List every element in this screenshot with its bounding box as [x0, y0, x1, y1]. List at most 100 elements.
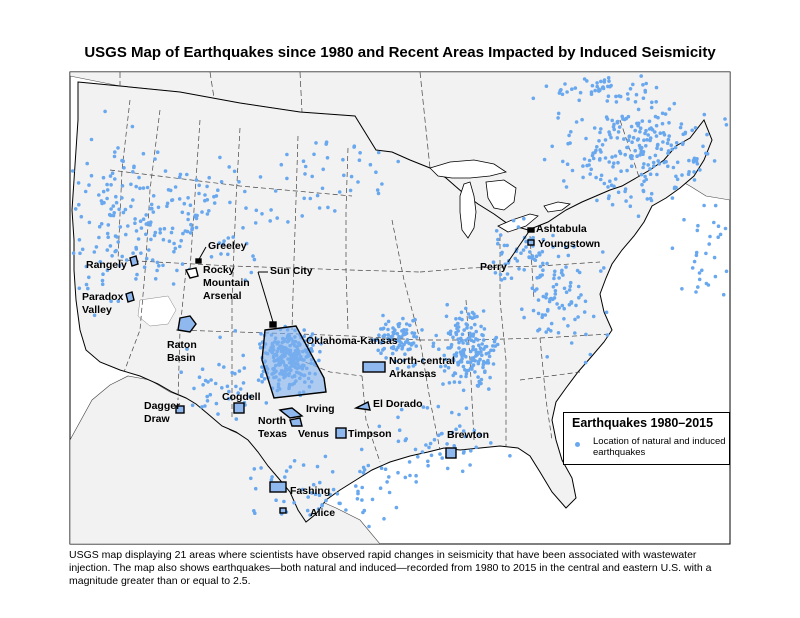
earthquake-point	[102, 200, 106, 205]
earthquake-point	[425, 406, 430, 410]
earthquake-point	[444, 314, 449, 319]
earthquake-point	[112, 154, 117, 159]
earthquake-point	[205, 399, 210, 403]
earthquake-point	[657, 162, 662, 166]
earthquake-point	[619, 169, 623, 173]
earthquake-point	[716, 224, 721, 228]
earthquake-point	[243, 278, 248, 283]
earthquake-point	[723, 226, 728, 231]
earthquake-point	[509, 276, 514, 281]
legend-entry: Location of natural and induced earthqua…	[593, 436, 726, 458]
earthquake-point	[87, 275, 91, 280]
earthquake-point	[367, 524, 371, 529]
earthquake-point	[587, 158, 592, 163]
earthquake-point	[173, 246, 178, 251]
earthquake-point	[629, 156, 634, 161]
earthquake-point	[150, 258, 155, 262]
earthquake-point	[101, 189, 106, 194]
map-caption: USGS map displaying 21 areas where scien…	[69, 549, 712, 587]
earthquake-point	[141, 151, 146, 156]
earthquake-point	[190, 403, 195, 408]
earthquake-point	[225, 384, 230, 389]
earthquake-point	[521, 248, 526, 252]
earthquake-point	[169, 230, 174, 235]
legend-title: Earthquakes 1980–2015	[572, 416, 714, 430]
earthquake-point	[626, 97, 630, 101]
earthquake-point	[420, 328, 424, 332]
earthquake-point	[473, 322, 477, 327]
earthquake-point	[89, 137, 94, 142]
earthquake-point	[452, 444, 457, 448]
earthquake-point	[77, 286, 82, 291]
earthquake-point	[616, 190, 621, 195]
earthquake-point	[623, 152, 627, 157]
earthquake-point	[694, 253, 699, 258]
earthquake-point	[256, 378, 261, 383]
earthquake-point	[397, 324, 401, 329]
earthquake-point	[424, 443, 428, 447]
earthquake-point	[605, 99, 610, 103]
earthquake-point	[73, 207, 78, 211]
earthquake-point	[665, 141, 670, 146]
earthquake-point	[268, 219, 273, 223]
earthquake-point	[553, 269, 557, 274]
earthquake-point	[461, 350, 466, 355]
earthquake-point	[464, 338, 468, 343]
earthquake-point	[466, 312, 471, 316]
lake-superior	[429, 159, 507, 179]
earthquake-point	[562, 179, 566, 183]
earthquake-point	[111, 204, 116, 208]
label-rocky-mountain: Rocky	[203, 264, 235, 276]
earthquake-point	[458, 424, 462, 428]
earthquake-point	[686, 172, 691, 176]
label-irving: Irving	[306, 403, 335, 415]
earthquake-point	[436, 433, 441, 438]
earthquake-point	[186, 212, 191, 216]
earthquake-point	[551, 233, 555, 238]
earthquake-point	[440, 431, 444, 436]
earthquake-point	[227, 165, 231, 169]
earthquake-point	[197, 183, 201, 188]
area-el-dorado	[353, 400, 371, 411]
earthquake-point	[537, 251, 541, 255]
earthquake-point	[258, 342, 262, 346]
earthquake-point	[413, 362, 417, 367]
earthquake-point	[617, 94, 621, 98]
earthquake-point	[135, 272, 139, 277]
earthquake-point	[598, 130, 602, 135]
earthquake-point	[576, 315, 580, 319]
label-rangely: Rangely	[86, 259, 127, 271]
label-paradox-2: Valley	[82, 304, 112, 316]
earthquake-point	[643, 131, 647, 136]
earthquake-point	[344, 508, 348, 512]
earthquake-point	[311, 482, 316, 487]
area-alice	[279, 507, 287, 514]
earthquake-point	[667, 121, 671, 125]
earthquake-point	[358, 469, 362, 474]
earthquake-point	[285, 176, 289, 181]
earthquake-point	[317, 493, 322, 498]
earthquake-point	[524, 239, 528, 244]
earthquake-point	[238, 387, 243, 391]
earthquake-point	[443, 364, 448, 368]
earthquake-point	[678, 125, 683, 130]
earthquake-point	[226, 252, 230, 257]
earthquake-point	[103, 109, 107, 114]
earthquake-point	[377, 424, 382, 429]
earthquake-point	[535, 287, 539, 291]
earthquake-point	[328, 492, 332, 497]
earthquake-point	[530, 256, 534, 261]
earthquake-point	[545, 309, 550, 313]
earthquake-point	[139, 226, 144, 230]
earthquake-point	[284, 469, 289, 473]
area-venus	[289, 417, 303, 427]
earthquake-point	[203, 198, 207, 203]
earthquake-point	[459, 360, 464, 364]
earthquake-point	[78, 251, 82, 256]
earthquake-point	[461, 451, 466, 455]
area-paradox-valley	[125, 291, 135, 303]
earthquake-point	[92, 250, 97, 254]
earthquake-point	[464, 371, 469, 376]
earthquake-point	[492, 339, 497, 344]
earthquake-point	[381, 313, 385, 318]
